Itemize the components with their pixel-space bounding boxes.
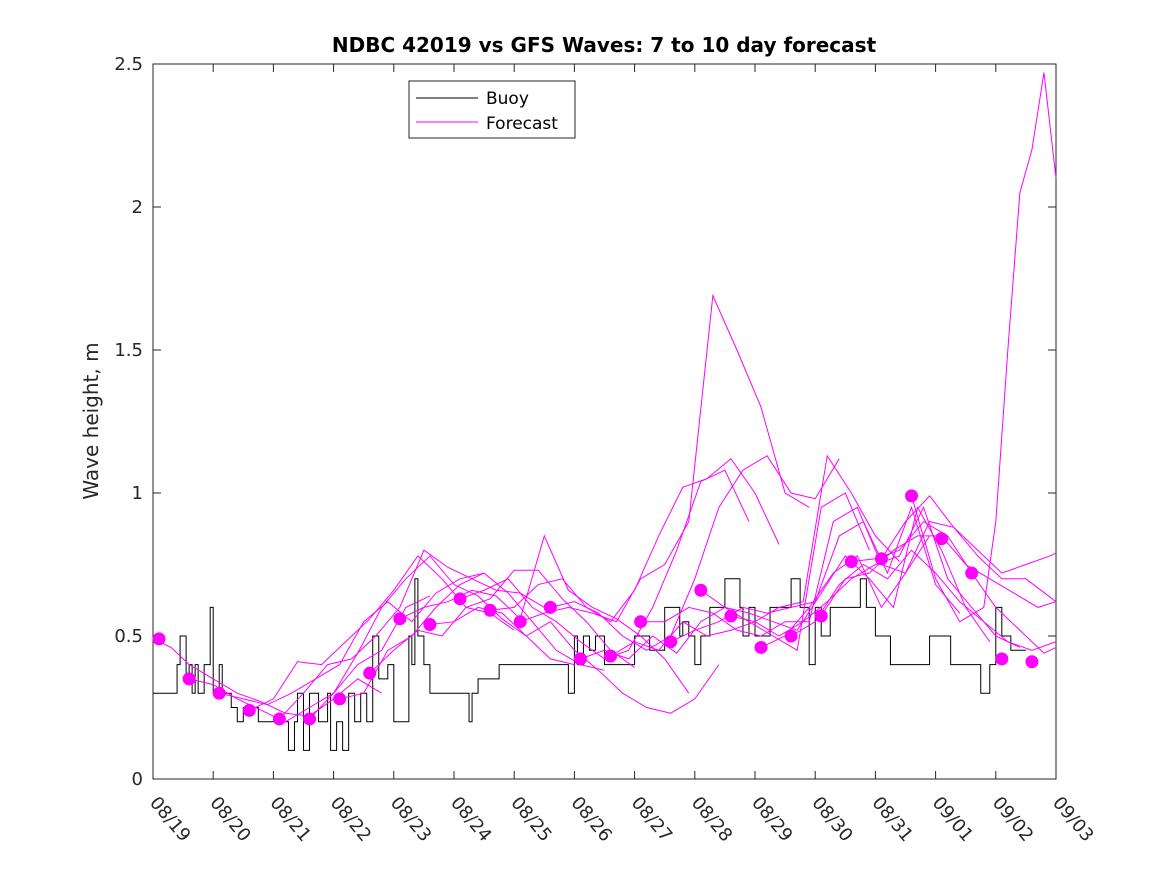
x-tick-label: 08/27	[627, 793, 676, 846]
x-tick-label: 09/01	[928, 793, 977, 846]
y-tick-label: 2	[132, 197, 143, 218]
x-tick-label: 08/25	[506, 793, 555, 846]
legend-buoy-label: Buoy	[486, 89, 529, 109]
y-axis-label: Wave height, m	[79, 342, 103, 499]
forecast-marker	[573, 652, 587, 666]
forecast-line-20	[700, 505, 991, 643]
forecast-marker	[152, 632, 166, 646]
forecast-marker	[333, 692, 347, 706]
forecast-line-25	[851, 520, 1057, 654]
forecast-marker	[453, 592, 467, 606]
buoy-line	[153, 578, 1026, 751]
forecast-marker	[242, 703, 256, 717]
forecast-line-9	[369, 569, 635, 674]
forecast-line-22	[760, 521, 1057, 648]
y-tick-label: 1.5	[114, 340, 143, 361]
forecast-marker	[694, 583, 708, 597]
forecast-line-5	[249, 555, 515, 711]
forecast-marker	[604, 649, 618, 663]
forecast-line-7	[309, 555, 575, 720]
forecast-line-15	[550, 455, 840, 651]
forecast-marker	[483, 603, 497, 617]
series-layer	[152, 72, 1057, 751]
forecast-marker	[874, 552, 888, 566]
y-tick-label: 2.5	[114, 54, 143, 75]
chart-title: NDBC 42019 vs GFS Waves: 7 to 10 day for…	[332, 33, 877, 57]
forecast-line-11	[429, 606, 720, 714]
forecast-marker	[754, 640, 768, 654]
y-tick-label: 0.5	[114, 626, 143, 647]
forecast-line-14	[520, 293, 810, 623]
forecast-line-2	[152, 638, 383, 717]
forecast-marker	[995, 652, 1009, 666]
x-tick-label: 08/23	[386, 793, 435, 846]
forecast-marker	[303, 712, 317, 726]
x-tick-label: 08/21	[266, 793, 315, 846]
x-tick-label: 08/29	[747, 793, 796, 846]
forecast-marker	[664, 635, 678, 649]
forecast-marker	[272, 712, 286, 726]
forecast-marker	[784, 629, 798, 643]
forecast-marker	[844, 555, 858, 569]
y-tick-label: 0	[132, 769, 143, 790]
forecast-line-23	[790, 549, 1057, 651]
legend-forecast-label: Forecast	[486, 114, 558, 134]
plot-area	[152, 63, 1057, 780]
x-tick-label: 08/30	[807, 793, 856, 846]
forecast-line-26	[881, 495, 1057, 574]
forecast-line-6	[279, 549, 545, 720]
legend-box	[408, 80, 576, 139]
forecast-marker	[393, 612, 407, 626]
forecast-line-27	[911, 72, 1057, 623]
y-tick-label: 1	[132, 483, 143, 504]
forecast-marker	[182, 672, 196, 686]
forecast-line-21	[730, 505, 1021, 648]
x-tick-label: 08/20	[205, 793, 254, 846]
x-tick-label: 08/28	[687, 793, 736, 846]
x-tick-label: 08/22	[326, 793, 375, 846]
forecast-marker	[905, 489, 919, 503]
forecast-line-12	[459, 469, 750, 660]
x-tick-label: 09/02	[988, 793, 1037, 846]
forecast-marker	[965, 566, 979, 580]
forecast-marker	[212, 686, 226, 700]
forecast-line-8	[339, 572, 605, 700]
forecast-marker	[935, 532, 949, 546]
y-axis: 0 0.5 1 1.5 2 2.5	[114, 54, 1056, 790]
forecast-marker	[634, 615, 648, 629]
forecast-marker	[363, 666, 377, 680]
forecast-line-10	[399, 534, 690, 694]
forecast-marker	[423, 618, 437, 632]
x-tick-label: 08/19	[145, 793, 194, 846]
forecast-marker	[724, 609, 738, 623]
x-tick-label: 09/03	[1048, 793, 1097, 846]
forecast-marker	[543, 600, 557, 614]
forecast-marker	[814, 609, 828, 623]
x-tick-label: 08/24	[446, 793, 495, 846]
legend: Buoy Forecast	[408, 80, 576, 139]
x-tick-label: 08/31	[868, 793, 917, 846]
forecast-marker	[1025, 655, 1039, 669]
forecast-line-3	[189, 595, 431, 723]
x-tick-label: 08/26	[567, 793, 616, 846]
forecast-markers	[152, 489, 1039, 726]
forecast-marker	[513, 615, 527, 629]
